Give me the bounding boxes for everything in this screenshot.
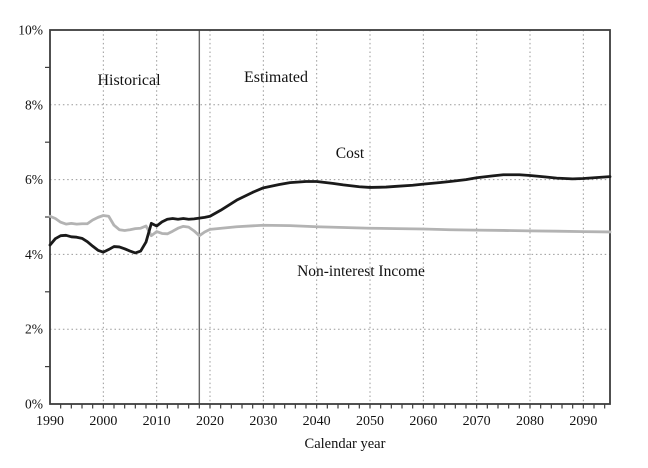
gridlines	[50, 30, 610, 404]
x-tick-label-2040: 2040	[303, 414, 331, 429]
x-tick-label-2080: 2080	[516, 414, 544, 429]
y-axis-tick-labels: 0% 2% 4% 6% 8% 10%	[18, 23, 43, 412]
y-tick-label-10pct: 10%	[18, 23, 43, 38]
y-tick-label-8pct: 8%	[25, 97, 43, 112]
non-interest-income-line	[48, 214, 612, 238]
x-axis-title: Calendar year	[305, 436, 386, 452]
y-tick-label-0pct: 0%	[25, 397, 43, 412]
estimated-region-label: Estimated	[244, 69, 308, 86]
axis-ticks	[45, 66, 606, 409]
x-tick-label-2060: 2060	[409, 414, 437, 429]
cost-series-label: Cost	[336, 145, 365, 162]
x-tick-label-2010: 2010	[143, 414, 171, 429]
y-tick-label-6pct: 6%	[25, 172, 43, 187]
y-tick-label-4pct: 4%	[25, 247, 43, 262]
historical-region-label: Historical	[97, 72, 161, 89]
x-tick-label-2020: 2020	[196, 414, 224, 429]
x-tick-label-2030: 2030	[249, 414, 277, 429]
cost-line	[48, 173, 612, 255]
x-tick-label-1990: 1990	[36, 414, 64, 429]
x-tick-label-2000: 2000	[89, 414, 117, 429]
non-interest-income-series-label: Non-interest Income	[297, 263, 425, 280]
x-axis-tick-labels: 1990 2000 2010 2020 2030 2040 2050 2060 2070 2080…	[36, 414, 597, 429]
y-tick-label-2pct: 2%	[25, 322, 43, 337]
x-tick-label-2050: 2050	[356, 414, 384, 429]
x-tick-label-2090: 2090	[569, 414, 597, 429]
series-lines	[48, 173, 612, 255]
x-tick-label-2070: 2070	[463, 414, 491, 429]
